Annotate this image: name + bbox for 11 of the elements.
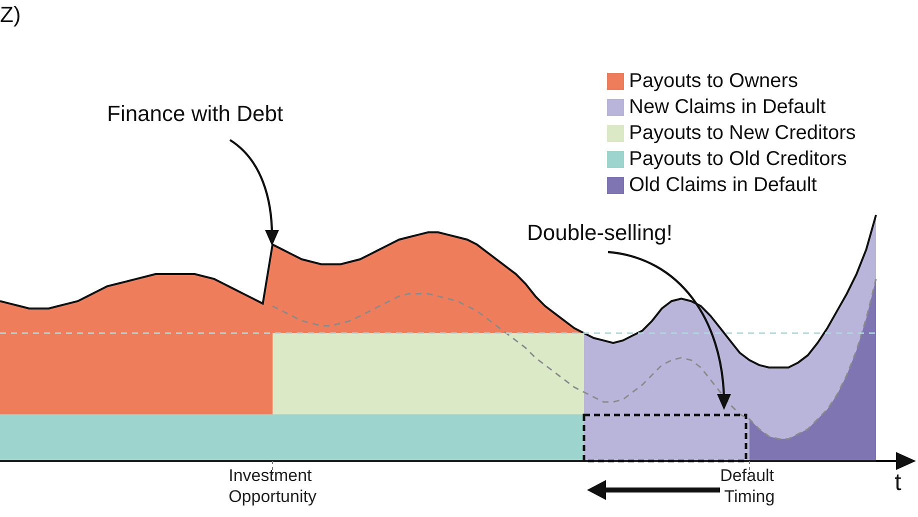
x-tick-label: Investment Opportunity <box>228 466 317 506</box>
text: Finance with Debt <box>107 101 284 127</box>
legend-label: New Claims in Default <box>629 96 826 118</box>
x-tick-label: Default Timing <box>720 466 779 506</box>
annotation: Double-selling! <box>527 220 673 246</box>
legend-label: Payouts to Owners <box>629 70 798 92</box>
legend-label: Payouts to New Creditors <box>629 122 856 144</box>
legend-label: Payouts to Old Creditors <box>629 148 847 170</box>
x-axis-title: t <box>894 469 902 496</box>
text: Z) <box>0 2 21 28</box>
legend-label: Old Claims in Default <box>629 174 817 196</box>
